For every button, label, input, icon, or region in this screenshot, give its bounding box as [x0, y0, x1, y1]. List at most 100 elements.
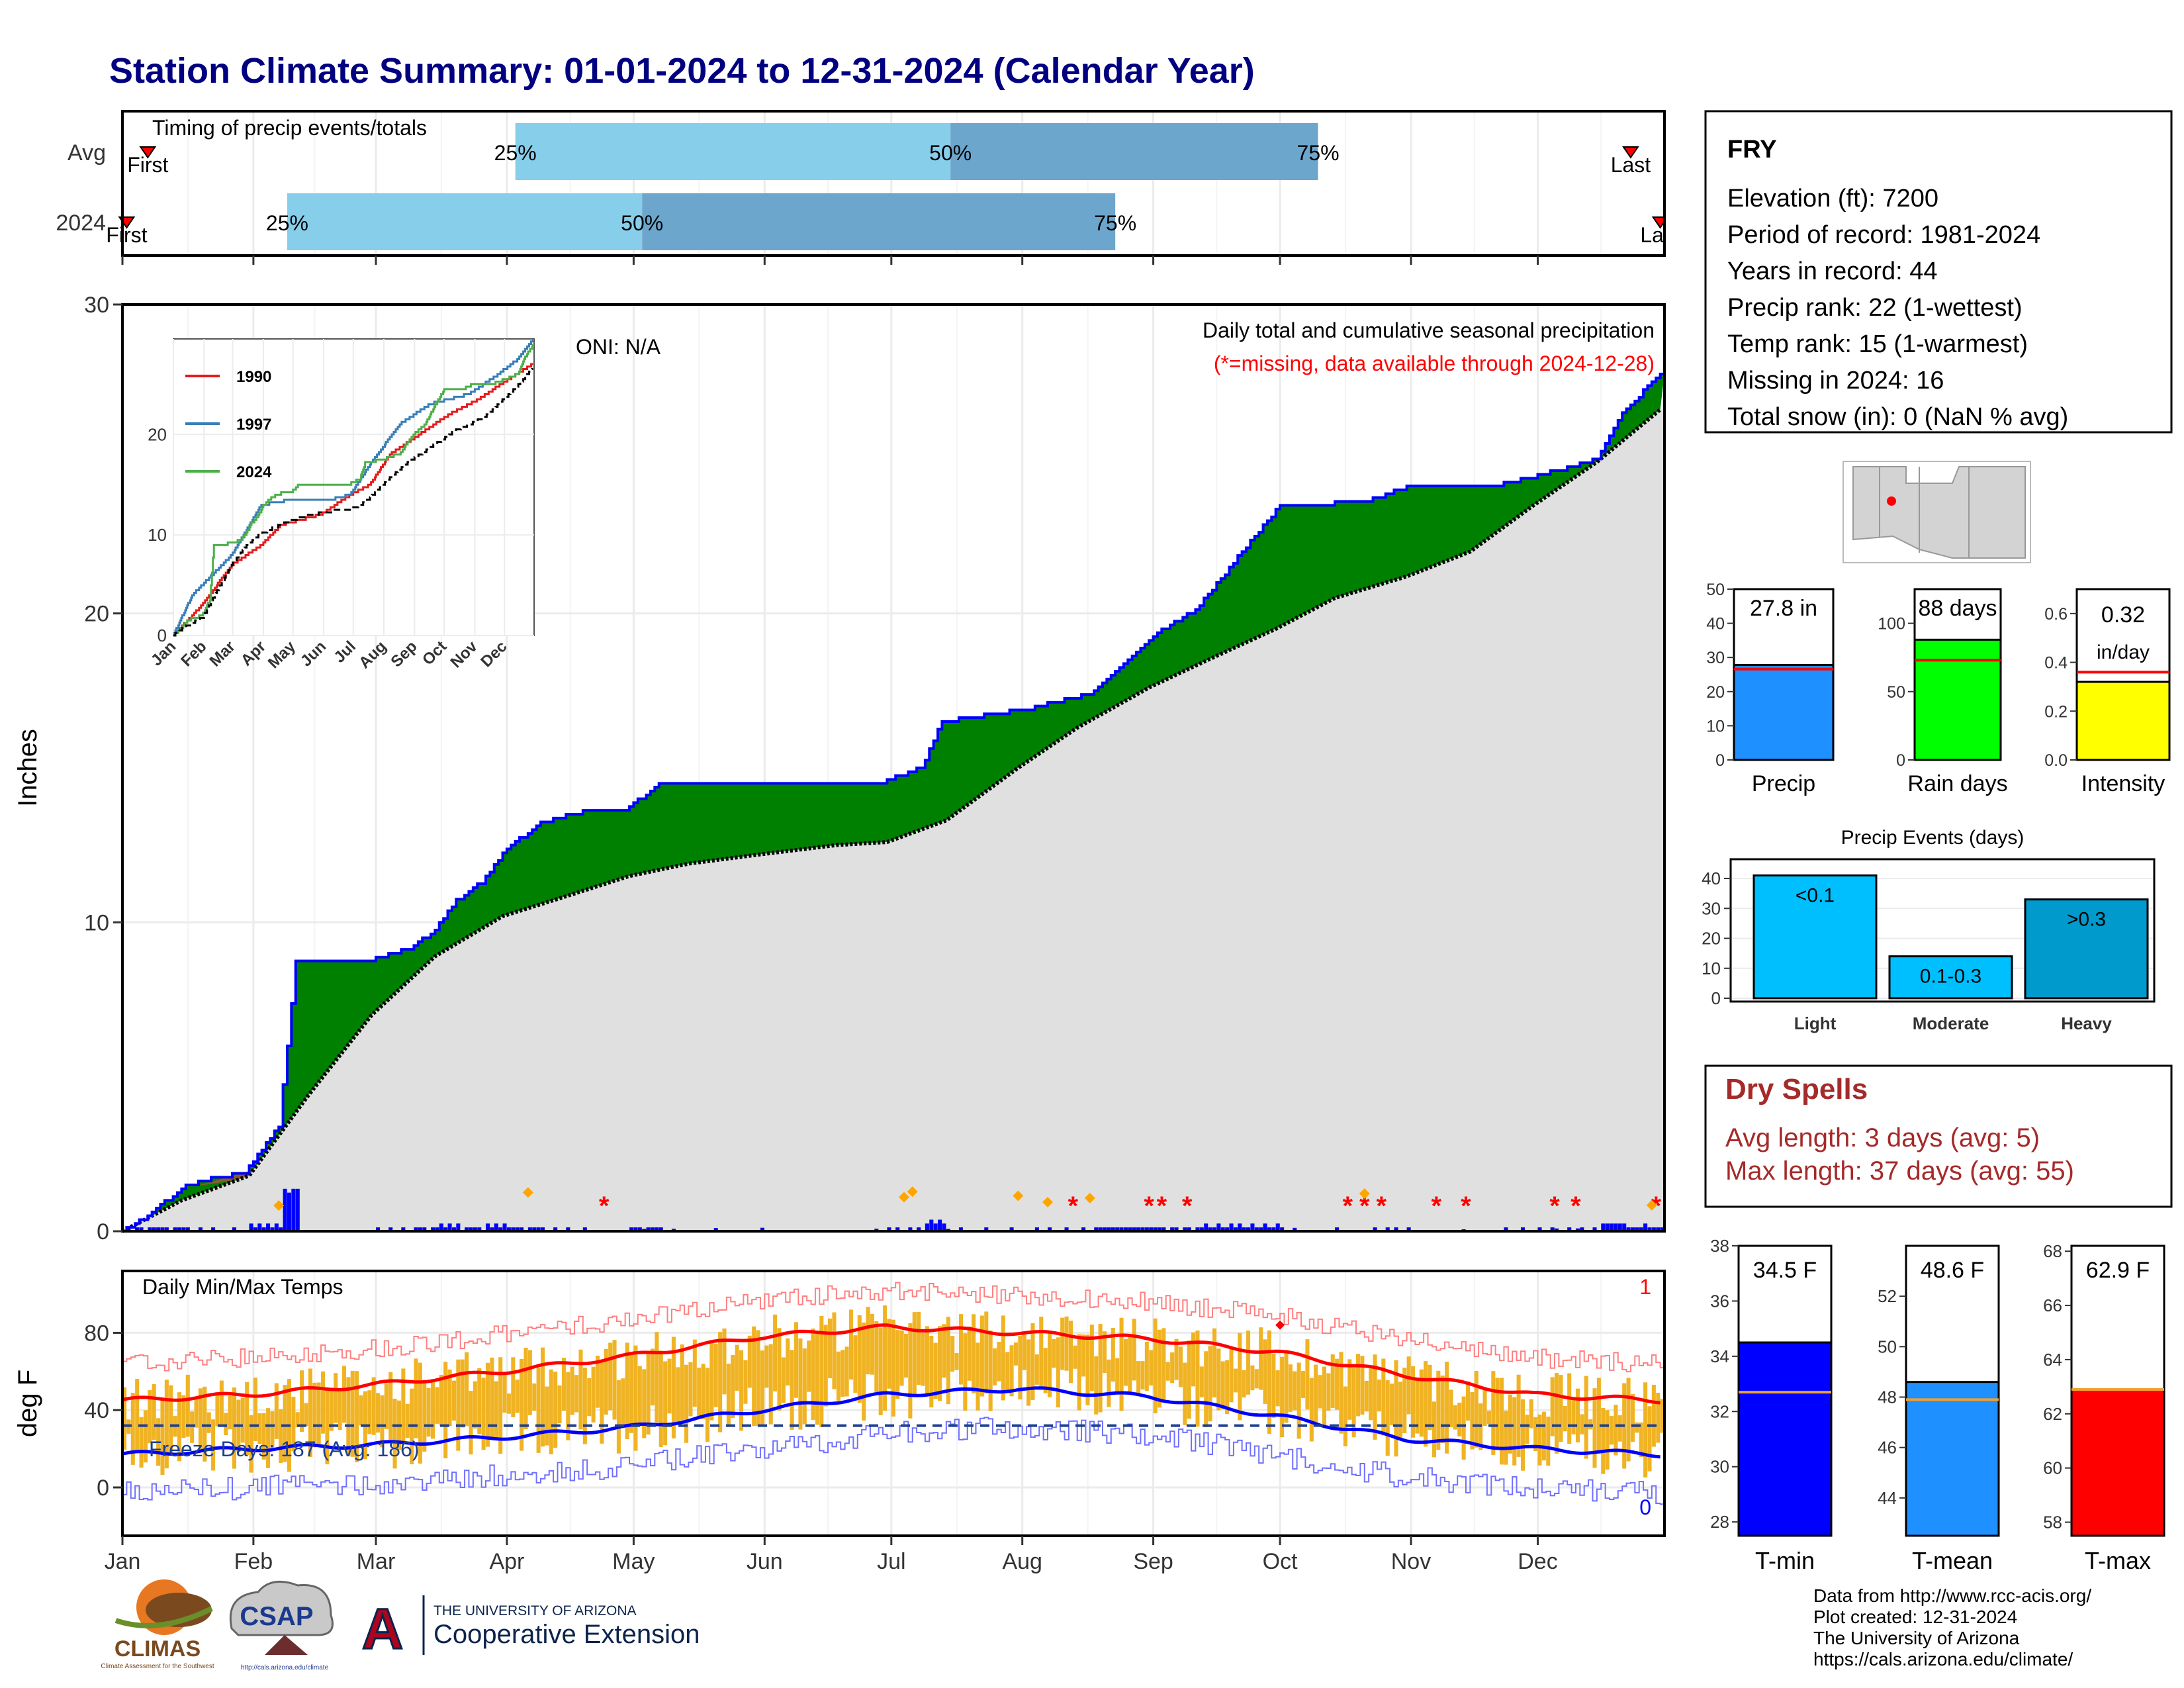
temp-bar-tick-label: 58: [2043, 1513, 2062, 1532]
daily-precip-bar: [469, 1227, 473, 1231]
daily-temp-bar: [701, 1364, 705, 1420]
daily-temp-bar: [1271, 1353, 1276, 1418]
daily-temp-bar: [388, 1372, 393, 1440]
daily-precip-bar: [1238, 1223, 1242, 1231]
daily-temp-bar: [1486, 1410, 1491, 1425]
daily-temp-bar: [1398, 1382, 1402, 1440]
daily-precip-bar: [1157, 1227, 1162, 1231]
daily-temp-bar: [650, 1348, 655, 1406]
daily-temp-bar: [1246, 1331, 1251, 1395]
daily-precip-bar: [1174, 1227, 1179, 1231]
daily-precip-bar: [257, 1223, 262, 1231]
daily-temp-bar: [667, 1358, 672, 1414]
temp-bar-label: T-max: [2085, 1547, 2151, 1574]
event-bar-label: >0.3: [2067, 909, 2106, 931]
missing-data-marker: *: [1359, 1192, 1370, 1221]
daily-temp-bar: [655, 1332, 659, 1423]
daily-temp-bar: [502, 1372, 507, 1413]
daily-temp-bar: [979, 1315, 984, 1397]
daily-temp-bar: [443, 1362, 448, 1459]
daily-temp-bar: [1009, 1345, 1014, 1397]
temp-bar-tick-label: 32: [1710, 1401, 1729, 1421]
average-max-temp-line: [122, 1323, 1661, 1405]
month-axis: Jan Feb Mar Apr May Jun Jul Aug Sep Oct Nov Dec: [105, 256, 1558, 1574]
daily-temp-bar: [1453, 1405, 1457, 1430]
university-of-arizona-logo: A THE UNIVERSITY OF ARIZONA Cooperative …: [359, 1595, 700, 1662]
daily-precip-bar: [1635, 1227, 1639, 1231]
daily-temp-bar: [1060, 1317, 1065, 1370]
daily-temp-bar: [371, 1377, 376, 1435]
daily-temp-bar: [1626, 1378, 1631, 1462]
timing-label-q50: 50%: [621, 211, 663, 235]
daily-temp-bar: [1157, 1329, 1162, 1408]
daily-temp-bar: [270, 1411, 275, 1449]
events-tick-label: 0: [1711, 988, 1721, 1008]
missing-data-marker: *: [1342, 1192, 1353, 1221]
daily-precip-bar: [1550, 1227, 1555, 1231]
daily-temp-bar: [1174, 1338, 1179, 1380]
chart-title: Station Climate Summary: 01-01-2024 to 1…: [109, 51, 1255, 91]
daily-temp-bar: [891, 1319, 895, 1417]
daily-temp-bar: [942, 1324, 946, 1378]
daily-temp-bar: [1267, 1330, 1272, 1434]
daily-precip-bar: [1263, 1223, 1267, 1231]
daily-precip-bar: [506, 1227, 511, 1231]
daily-precip-bar: [451, 1227, 456, 1231]
daily-precip-bar: [465, 1227, 469, 1231]
daily-precip-bar: [1335, 1227, 1340, 1231]
summary-bar-tick-label: 0.4: [2044, 654, 2068, 673]
daily-precip-bar: [376, 1227, 381, 1231]
daily-precip-bar: [485, 1223, 490, 1231]
daily-precip-bar: [1580, 1227, 1584, 1231]
timing-bar-q50-q75: [950, 123, 1318, 180]
daily-temp-bar: [469, 1391, 473, 1455]
daily-temp-bar: [1238, 1333, 1242, 1421]
daily-temp-bar: [1305, 1339, 1310, 1410]
daily-precip-bar: [540, 1227, 545, 1231]
timing-label-avg: Avg: [68, 140, 106, 165]
daily-temp-bar: [811, 1328, 815, 1420]
inset-line-2024: [173, 344, 535, 637]
daily-temp-bar: [713, 1343, 718, 1407]
daily-temp-bar: [422, 1382, 427, 1452]
daily-temp-bar: [841, 1350, 845, 1397]
daily-precip-bar: [650, 1227, 655, 1231]
svg-text:CLIMAS: CLIMAS: [114, 1636, 201, 1662]
daily-precip-bar: [713, 1228, 718, 1231]
daily-temp-bar: [1491, 1371, 1496, 1455]
temp-bar-tick-label: 36: [1710, 1291, 1729, 1311]
timing-first-marker: [139, 146, 157, 159]
daily-temp-bar: [561, 1358, 566, 1411]
daily-temp-bar: [608, 1342, 613, 1411]
daily-temp-bar: [1351, 1367, 1356, 1438]
daily-temp-bar: [536, 1367, 541, 1453]
temp-bar-tick-label: 46: [1878, 1438, 1897, 1458]
daily-temp-bar: [1360, 1356, 1365, 1415]
daily-temp-bar: [1647, 1406, 1652, 1472]
daily-temp-bar: [1195, 1330, 1200, 1427]
daily-precip-bar: [279, 1227, 283, 1231]
daily-temp-bar: [527, 1350, 532, 1415]
precip-flag-marker: [1646, 1199, 1657, 1211]
daily-temp-bar: [1428, 1364, 1432, 1430]
daily-temp-bar: [1639, 1422, 1643, 1458]
temp-bar-tick-label: 28: [1710, 1512, 1729, 1532]
daily-temp-bar: [1242, 1370, 1246, 1398]
daily-precip-bar: [1267, 1227, 1272, 1231]
daily-temp-bar: [1068, 1321, 1073, 1383]
precip-flag-marker: [273, 1200, 285, 1211]
dry-spells-avg: Avg length: 3 days (avg: 5): [1725, 1123, 2040, 1152]
footer-plot-date: Plot created: 12-31-2024: [1813, 1607, 2017, 1627]
daily-temp-bar: [1512, 1397, 1517, 1466]
daily-temp-bar: [401, 1368, 406, 1442]
daily-precip-bar: [1592, 1227, 1597, 1231]
missing-data-marker: *: [1144, 1192, 1154, 1221]
record-marker: [1275, 1320, 1285, 1330]
daily-temp-bar: [1220, 1361, 1225, 1409]
events-tick-label: 20: [1702, 929, 1721, 949]
daily-temp-bar: [1280, 1356, 1285, 1438]
summary-bar-label: Rain days: [1907, 771, 2007, 796]
daily-temp-bar: [1204, 1351, 1208, 1428]
daily-temp-bar: [680, 1344, 684, 1421]
